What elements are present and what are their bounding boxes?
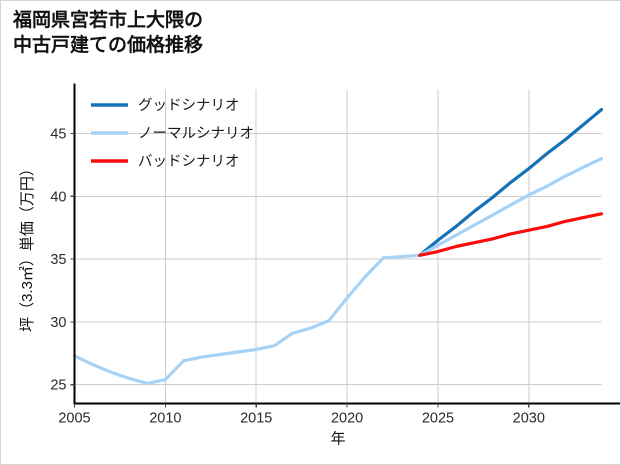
series-line-ノーマルシナリオ bbox=[72, 156, 604, 385]
series-group bbox=[72, 107, 604, 385]
legend-label-グッドシナリオ: グッドシナリオ bbox=[138, 97, 240, 114]
legend-label-バッドシナリオ: バッドシナリオ bbox=[138, 154, 240, 170]
series-line-グッドシナリオ bbox=[418, 107, 604, 257]
x-tick-label: 2020 bbox=[331, 411, 363, 427]
series-line-バッドシナリオ bbox=[418, 212, 604, 257]
y-tick-label: 25 bbox=[50, 378, 66, 394]
y-tick-label: 40 bbox=[50, 189, 66, 205]
legend-label-ノーマルシナリオ: ノーマルシナリオ bbox=[138, 126, 254, 142]
x-tick-label: 2025 bbox=[422, 411, 454, 427]
x-tick-label: 2015 bbox=[240, 411, 272, 427]
page-title: 福岡県宮若市上大隈の 中古戸建ての価格推移 bbox=[13, 10, 204, 56]
x-tick-label: 2010 bbox=[149, 411, 181, 427]
y-axis-ticks: 25 30 35 40 45 bbox=[50, 126, 75, 394]
x-tick-label: 2030 bbox=[513, 411, 545, 427]
x-axis-title: 年 bbox=[330, 431, 345, 448]
y-tick-label: 45 bbox=[50, 126, 66, 142]
y-axis-title: 坪（3.3㎡）単価（万円） bbox=[19, 161, 36, 332]
x-tick-label: 2005 bbox=[58, 411, 90, 427]
y-tick-label: 35 bbox=[50, 252, 66, 268]
axis-titles: 年 坪（3.3㎡）単価（万円） bbox=[19, 161, 346, 447]
y-tick-label: 30 bbox=[50, 315, 66, 331]
x-axis-ticks: 2005 2010 2015 2020 2025 2030 bbox=[58, 403, 545, 427]
